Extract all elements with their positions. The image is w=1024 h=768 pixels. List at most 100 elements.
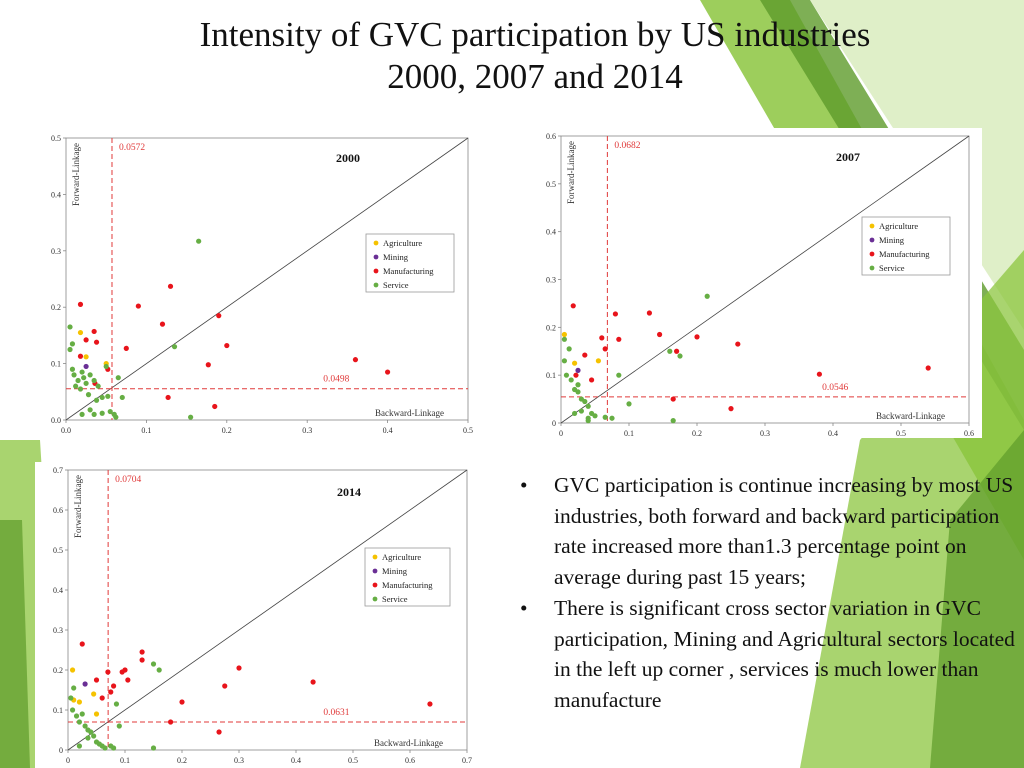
x-tick-label: 0.3 bbox=[302, 426, 312, 435]
legend-label: Service bbox=[879, 263, 905, 273]
data-point-service bbox=[67, 346, 73, 353]
data-point-service bbox=[582, 398, 588, 405]
y-tick-label: 0.5 bbox=[51, 134, 61, 143]
legend-label: Mining bbox=[382, 566, 408, 576]
y-tick-label: 0.2 bbox=[51, 303, 61, 312]
data-point-service bbox=[575, 382, 581, 388]
y-tick-label: 0.6 bbox=[53, 506, 63, 515]
x-tick-label: 0.6 bbox=[964, 429, 974, 438]
data-point-manufacturing bbox=[670, 396, 676, 402]
legend-box bbox=[364, 547, 451, 607]
data-point-service bbox=[111, 745, 117, 751]
chart-title: 2014 bbox=[337, 485, 361, 499]
data-point-mining bbox=[575, 367, 581, 373]
chart-2000: 0.0 0.1 0.2 0.3 0.4 0.5 0.0 0.1 0.2 0.3 0.4 0.5 Back… bbox=[35, 128, 480, 440]
data-point-agriculture bbox=[76, 699, 82, 705]
data-point-manufacturing bbox=[139, 649, 145, 655]
data-point-service bbox=[75, 377, 81, 384]
diagonal-line bbox=[67, 469, 468, 751]
bullet-item: • There is significant cross sector vari… bbox=[520, 593, 1016, 715]
legend-label: Agriculture bbox=[879, 221, 918, 231]
data-point-service bbox=[568, 377, 574, 383]
data-point-manufacturing bbox=[99, 695, 105, 701]
x-tick-label: 0 bbox=[66, 756, 70, 765]
data-point-manufacturing bbox=[79, 641, 85, 647]
legend-label: Mining bbox=[879, 235, 905, 245]
data-point-service bbox=[113, 414, 119, 420]
bullet-glyph: • bbox=[520, 596, 528, 620]
x-tick-label: 0.3 bbox=[760, 429, 770, 438]
y-tick-label: 0.4 bbox=[51, 190, 61, 199]
data-point-manufacturing bbox=[674, 348, 680, 354]
data-point-service bbox=[561, 336, 567, 342]
y-tick-label: 0.3 bbox=[546, 276, 556, 285]
data-point-manufacturing bbox=[646, 310, 652, 316]
y-tick-label: 0 bbox=[552, 419, 556, 428]
x-tick-label: 0.4 bbox=[828, 429, 838, 438]
data-point-service bbox=[99, 394, 105, 401]
y-tick-label: 0.2 bbox=[546, 323, 556, 332]
data-point-service bbox=[99, 410, 105, 416]
diagonal-line bbox=[65, 137, 469, 421]
data-point-service bbox=[91, 411, 97, 417]
data-point-manufacturing bbox=[125, 677, 131, 683]
data-point-service bbox=[670, 418, 676, 424]
data-point-service bbox=[150, 661, 157, 667]
data-point-agriculture bbox=[572, 360, 578, 366]
data-point-manufacturing bbox=[427, 701, 433, 707]
data-point-service bbox=[68, 695, 74, 701]
data-point-manufacturing bbox=[236, 665, 242, 671]
data-point-manufacturing bbox=[167, 283, 174, 289]
data-point-manufacturing bbox=[612, 311, 618, 317]
legend-marker-manufacturing bbox=[869, 251, 875, 257]
data-point-service bbox=[79, 369, 85, 375]
legend-label: Agriculture bbox=[383, 238, 422, 248]
y-tick-label: 0.7 bbox=[53, 466, 63, 475]
data-point-manufacturing bbox=[165, 394, 171, 401]
x-tick-label: 0.4 bbox=[383, 426, 393, 435]
bullet-glyph: • bbox=[520, 473, 528, 497]
data-point-service bbox=[69, 707, 76, 713]
deco-green-band-right-dark bbox=[930, 430, 1024, 768]
legend-label: Manufacturing bbox=[383, 266, 434, 276]
data-point-service bbox=[575, 389, 581, 395]
data-point-service bbox=[81, 375, 87, 381]
data-point-manufacturing bbox=[216, 313, 222, 319]
data-point-manufacturing bbox=[352, 357, 359, 363]
x-tick-label: 0.5 bbox=[463, 426, 473, 435]
bullet-text: There is significant cross sector variat… bbox=[554, 596, 1015, 712]
data-point-manufacturing bbox=[224, 342, 230, 349]
data-point-service bbox=[119, 394, 125, 401]
data-point-service bbox=[73, 383, 79, 389]
data-point-service bbox=[107, 408, 113, 415]
legend-marker-agriculture bbox=[373, 240, 379, 246]
data-point-service bbox=[83, 380, 89, 386]
data-point-service bbox=[704, 293, 710, 299]
y-tick-label: 0.5 bbox=[53, 546, 63, 555]
legend-label: Agriculture bbox=[382, 552, 421, 562]
data-point-service bbox=[93, 397, 100, 403]
legend-marker-manufacturing bbox=[372, 582, 378, 588]
y-tick-label: 0.3 bbox=[51, 247, 61, 256]
data-point-service bbox=[82, 723, 88, 729]
legend-label: Manufacturing bbox=[879, 249, 930, 259]
data-point-agriculture bbox=[69, 667, 76, 673]
y-tick-label: 0 bbox=[59, 746, 63, 755]
y-tick-label: 0.1 bbox=[53, 706, 63, 715]
data-point-manufacturing bbox=[168, 719, 174, 725]
data-point-manufacturing bbox=[179, 699, 185, 705]
legend-marker-agriculture bbox=[372, 554, 378, 560]
data-point-service bbox=[91, 377, 97, 384]
legend-marker-service bbox=[373, 282, 379, 288]
data-point-manufacturing bbox=[135, 303, 141, 309]
data-point-manufacturing bbox=[925, 365, 931, 371]
data-point-service bbox=[572, 410, 578, 417]
x-tick-label: 0.0 bbox=[61, 426, 71, 435]
data-point-manufacturing bbox=[694, 334, 700, 340]
data-point-manufacturing bbox=[728, 406, 734, 412]
x-tick-label: 0.2 bbox=[692, 429, 702, 438]
y-tick-label: 0.1 bbox=[51, 360, 61, 369]
x-tick-label: 0.1 bbox=[624, 429, 634, 438]
data-point-service bbox=[73, 713, 80, 719]
data-point-agriculture bbox=[91, 691, 97, 697]
